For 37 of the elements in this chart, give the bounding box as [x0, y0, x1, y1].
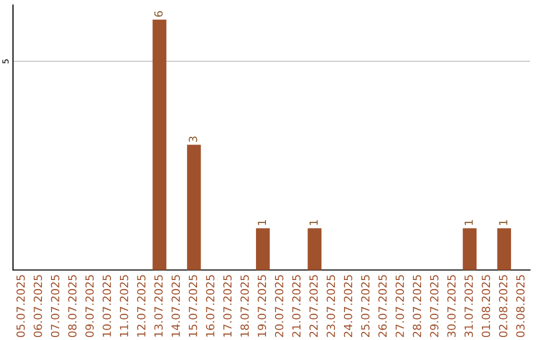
x-tick-label: 24.07.2025: [344, 275, 352, 337]
x-tick-label: 21.07.2025: [292, 275, 301, 337]
x-tick-label: 26.07.2025: [378, 275, 387, 337]
y-tick-label: 5: [2, 59, 9, 64]
data-label: 6: [154, 11, 163, 17]
x-tick-label: 06.07.2025: [34, 275, 42, 338]
x-tick-label: 28.07.2025: [412, 275, 422, 337]
x-tick-label: 30.07.2025: [447, 275, 456, 337]
x-tick-label: 20.07.2025: [274, 275, 284, 337]
data-label: 1: [464, 220, 473, 225]
x-tick-label: 16.07.2025: [206, 275, 214, 337]
x-tick-label: 07.07.2025: [50, 275, 60, 338]
x-tick-label: 05.07.2025: [16, 275, 25, 338]
x-tick-label: 10.07.2025: [102, 275, 112, 337]
data-label: 3: [188, 136, 198, 142]
x-tick-label: 12.07.2025: [137, 275, 146, 337]
x-tick-label: 02.08.2025: [498, 275, 508, 338]
x-tick-label: 18.07.2025: [240, 275, 249, 337]
x-tick-label: 25.07.2025: [361, 275, 370, 337]
x-tick-label: 01.08.2025: [482, 275, 490, 338]
x-tick-label: 13.07.2025: [154, 275, 163, 337]
x-tick-label: 15.07.2025: [188, 275, 198, 337]
x-tick-label: 23.07.2025: [326, 275, 336, 337]
data-label: 1: [258, 220, 266, 225]
x-tick-label: 17.07.2025: [223, 275, 232, 337]
x-tick-label: 11.07.2025: [120, 275, 128, 337]
x-tick-label: 27.07.2025: [396, 275, 404, 337]
x-tick-label: 19.07.2025: [258, 275, 266, 337]
x-tick-label: 09.07.2025: [85, 275, 94, 338]
x-tick-label: 03.08.2025: [516, 275, 525, 338]
x-tick-label: 31.07.2025: [464, 275, 473, 337]
x-tick-label: 29.07.2025: [430, 275, 438, 337]
data-label: 1: [310, 220, 318, 225]
x-tick-label: 08.07.2025: [68, 275, 77, 338]
x-tick-label: 22.07.2025: [309, 275, 318, 337]
x-tick-label: 14.07.2025: [172, 275, 180, 337]
data-label: 1: [499, 220, 508, 225]
